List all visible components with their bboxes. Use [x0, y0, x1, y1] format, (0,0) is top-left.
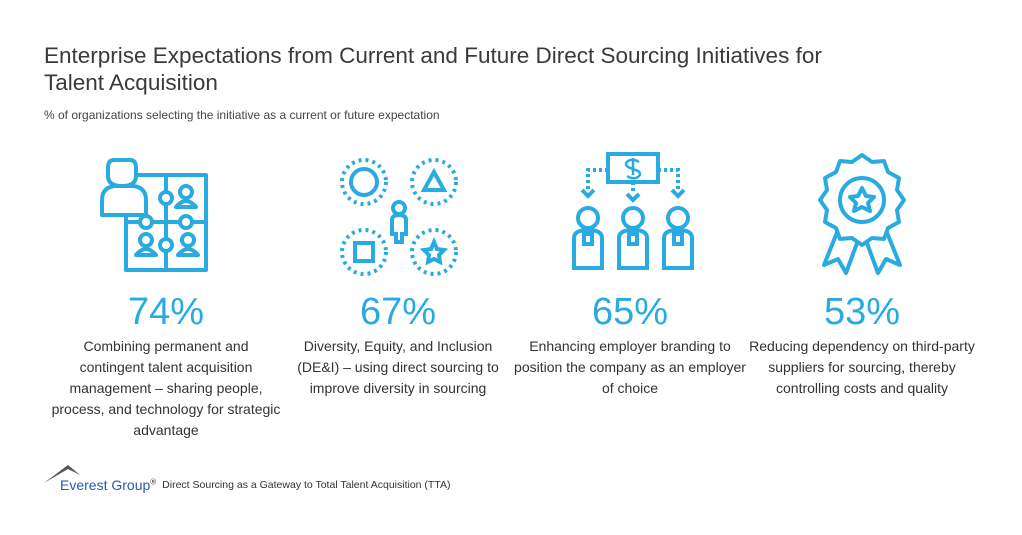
logo-text: Everest Group: [60, 477, 151, 493]
percent-value: 65%: [591, 291, 669, 333]
puzzle-people-icon: [100, 158, 208, 272]
everest-group-logo: Everest Group®: [44, 463, 156, 493]
award-ribbon-icon: [818, 153, 906, 275]
percent-value: 53%: [823, 291, 901, 333]
source-note: Direct Sourcing as a Gateway to Total Ta…: [162, 479, 451, 491]
employer-branding-icon: [572, 152, 694, 270]
dollar-sign-icon: [624, 158, 642, 180]
diversity-shapes-icon: [340, 158, 458, 276]
footer: Everest Group® Direct Sourcing as a Gate…: [44, 463, 450, 493]
stat-description: Combining permanent and contingent talen…: [51, 338, 281, 438]
stat-description: Enhancing employer branding to position …: [514, 338, 746, 396]
header: Enterprise Expectations from Current and…: [44, 42, 994, 122]
stat-card-4: 53% Reducing dependency on third-party s…: [746, 150, 978, 399]
stat-description: Reducing dependency on third-party suppl…: [749, 338, 975, 396]
stat-card-3: 65% Enhancing employer branding to posit…: [514, 150, 746, 399]
percent-value: 74%: [127, 291, 205, 333]
registered-mark: ®: [150, 477, 157, 487]
page-subtitle: % of organizations selecting the initiat…: [44, 108, 440, 122]
stat-card-1: 74% Combining permanent and contingent t…: [50, 150, 282, 441]
stat-description: Diversity, Equity, and Inclusion (DE&I) …: [297, 338, 499, 396]
stat-card-2: 67% Diversity, Equity, and Inclusion (DE…: [282, 150, 514, 399]
mountain-logo-icon: [44, 465, 80, 483]
page-title: Enterprise Expectations from Current and…: [44, 43, 822, 95]
percent-value: 67%: [359, 291, 437, 333]
